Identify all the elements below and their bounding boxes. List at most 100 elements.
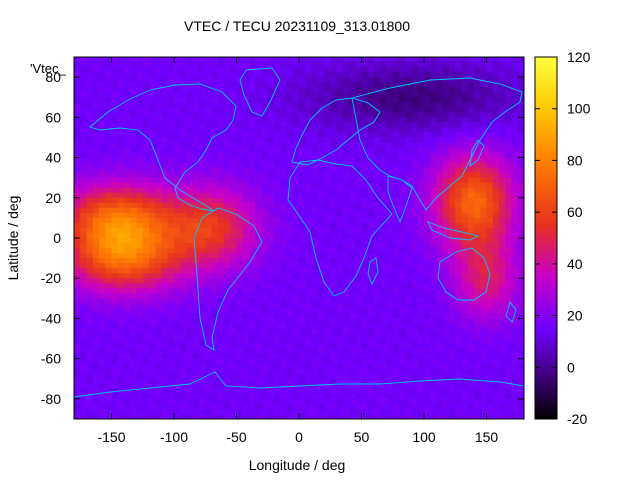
heatmap-cell <box>461 268 469 274</box>
heatmap-cell <box>455 107 462 113</box>
heatmap-cell <box>349 217 356 224</box>
heatmap-cell <box>136 403 144 410</box>
heatmap-cell <box>342 182 350 189</box>
heatmap-cell <box>349 207 356 214</box>
heatmap-cell <box>174 187 181 194</box>
heatmap-cell <box>99 308 106 314</box>
heatmap-cell <box>367 388 375 395</box>
heatmap-cell <box>511 243 519 249</box>
heatmap-cell <box>136 87 144 93</box>
heatmap-cell <box>336 197 344 204</box>
heatmap-cell <box>192 328 200 334</box>
heatmap-cell <box>261 117 269 123</box>
heatmap-cell <box>430 373 437 380</box>
heatmap-cell <box>192 212 200 219</box>
heatmap-cell <box>380 278 387 284</box>
heatmap-cell <box>367 132 375 138</box>
heatmap-cell <box>217 378 225 385</box>
heatmap-cell <box>267 82 275 88</box>
heatmap-cell <box>217 238 225 244</box>
heatmap-cell <box>80 243 87 249</box>
heatmap-cell <box>80 263 87 269</box>
heatmap-cell <box>417 142 425 148</box>
heatmap-cell <box>74 177 81 184</box>
heatmap-cell <box>299 102 306 108</box>
heatmap-cell <box>261 157 269 163</box>
heatmap-cell <box>305 348 312 355</box>
heatmap-cell <box>199 338 206 344</box>
heatmap-cell <box>155 258 162 264</box>
heatmap-cell <box>249 243 256 249</box>
heatmap-cell <box>111 222 119 229</box>
heatmap-cell <box>361 273 369 279</box>
heatmap-cell <box>174 343 181 350</box>
heatmap-cell <box>305 77 312 83</box>
heatmap-cell <box>86 308 94 314</box>
heatmap-cell <box>149 197 156 204</box>
heatmap-cell <box>392 187 400 194</box>
heatmap-cell <box>461 343 469 350</box>
heatmap-cell <box>199 197 206 204</box>
heatmap-cell <box>124 167 131 174</box>
heatmap-cell <box>499 197 506 204</box>
heatmap-cell <box>286 273 294 279</box>
heatmap-cell <box>249 383 256 390</box>
heatmap-cell <box>136 187 144 194</box>
heatmap-cell <box>380 102 387 108</box>
heatmap-cell <box>411 107 419 113</box>
heatmap-cell <box>330 388 337 395</box>
heatmap-cell <box>461 378 469 385</box>
heatmap-cell <box>117 358 125 365</box>
heatmap-cell <box>80 97 87 103</box>
heatmap-cell <box>292 87 300 93</box>
heatmap-cell <box>180 162 187 169</box>
heatmap-cell <box>136 378 144 385</box>
heatmap-cell <box>74 172 81 179</box>
heatmap-cell <box>349 117 356 123</box>
heatmap-cell <box>336 207 344 214</box>
heatmap-cell <box>99 142 106 148</box>
heatmap-cell <box>130 67 137 73</box>
heatmap-cell <box>330 298 337 304</box>
heatmap-cell <box>480 243 487 249</box>
heatmap-cell <box>274 97 281 103</box>
heatmap-cell <box>242 137 250 143</box>
heatmap-cell <box>405 67 412 73</box>
heatmap-cell <box>361 162 369 169</box>
heatmap-cell <box>236 283 244 289</box>
heatmap-cell <box>167 187 175 194</box>
heatmap-cell <box>205 187 212 194</box>
heatmap-cell <box>411 177 419 184</box>
heatmap-cell <box>474 67 481 73</box>
heatmap-cell <box>336 253 344 259</box>
heatmap-cell <box>180 67 187 73</box>
heatmap-cell <box>511 77 519 83</box>
heatmap-cell <box>217 137 225 143</box>
heatmap-cell <box>430 283 437 289</box>
heatmap-cell <box>336 278 344 284</box>
heatmap-cell <box>199 343 206 350</box>
heatmap-cell <box>430 122 437 128</box>
heatmap-cell <box>461 112 469 118</box>
heatmap-cell <box>255 258 262 264</box>
heatmap-cell <box>349 343 356 350</box>
heatmap-cell <box>267 333 275 339</box>
heatmap-cell <box>199 192 206 199</box>
heatmap-cell <box>349 167 356 174</box>
heatmap-cell <box>305 363 312 370</box>
heatmap-cell <box>311 62 319 68</box>
heatmap-cell <box>267 273 275 279</box>
heatmap-cell <box>505 388 512 395</box>
heatmap-cell <box>174 358 181 365</box>
heatmap-cell <box>267 248 275 254</box>
heatmap-cell <box>399 107 406 113</box>
heatmap-cell <box>386 253 394 259</box>
heatmap-cell <box>449 328 456 334</box>
heatmap-cell <box>392 333 400 339</box>
heatmap-cell <box>292 162 300 169</box>
heatmap-cell <box>499 298 506 304</box>
heatmap-cell <box>249 147 256 153</box>
heatmap-cell <box>136 293 144 299</box>
heatmap-cell <box>505 192 512 199</box>
heatmap-cell <box>386 152 394 158</box>
